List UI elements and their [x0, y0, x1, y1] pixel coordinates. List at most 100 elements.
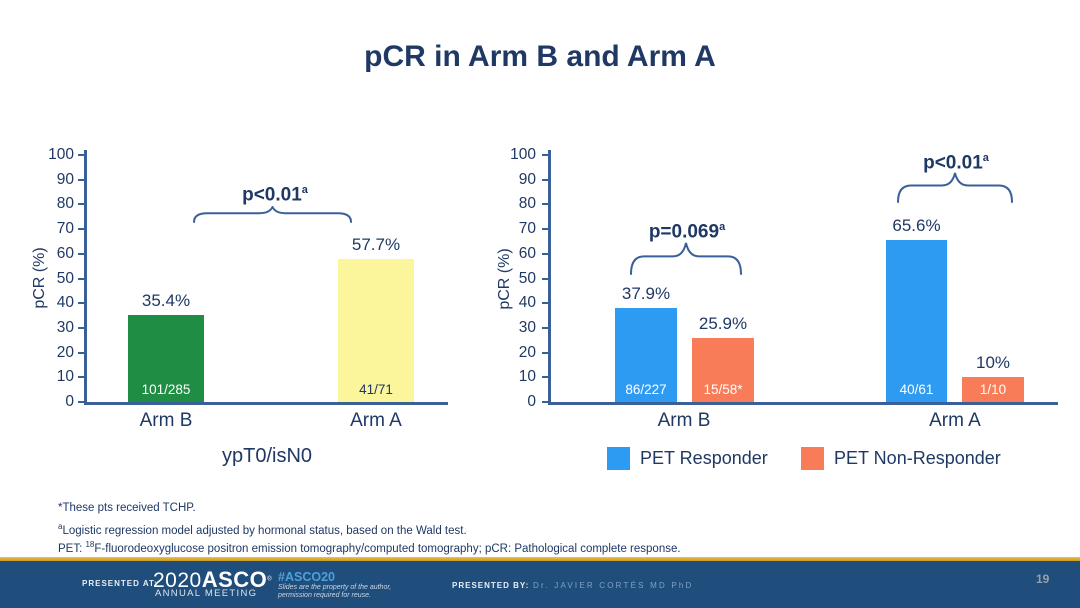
bar-count-label: 40/61 [899, 382, 934, 397]
y-tick-mark [78, 277, 84, 280]
y-tick-mark [78, 376, 84, 379]
bar-count-label: 101/285 [141, 382, 191, 397]
category-label: Arm B [657, 410, 711, 431]
gold-divider-line [0, 557, 1080, 561]
bar-value-label: 65.6% [892, 216, 941, 235]
y-tick-label: 20 [518, 343, 536, 361]
y-tick-label: 80 [56, 195, 74, 213]
category-label: Arm B [139, 410, 193, 431]
disclaimer-line-2: permission required for reuse. [278, 592, 371, 599]
presenter-name: Dr. JAVIER CORTÉS MD PhD [533, 581, 694, 590]
bar [692, 338, 754, 402]
y-tick-mark [542, 252, 548, 255]
footnote-text: PET: [58, 542, 86, 555]
p-value-superscript: a [301, 184, 308, 196]
significance-brace-left [193, 206, 352, 223]
legend-swatch-pet-responder [607, 447, 630, 470]
y-tick-mark [542, 351, 548, 354]
p-value-label-right-armb: p=0.069a [607, 217, 767, 242]
y-axis-line [548, 150, 551, 405]
page-number: 19 [1036, 572, 1050, 586]
y-tick-mark [542, 203, 548, 206]
x-axis-line [84, 402, 448, 405]
disclaimer-line-1: Slides are the property of the author, [278, 584, 392, 591]
y-tick-label: 100 [48, 146, 74, 163]
presented-by-label: PRESENTED BY: [452, 581, 530, 590]
y-tick-mark [542, 401, 548, 403]
footnote-text: F-fluorodeoxyglucose positron emission t… [94, 542, 681, 555]
p-value-superscript: a [982, 152, 989, 164]
y-tick-label: 60 [56, 244, 74, 262]
left-chart-caption: ypT0/isN0 [221, 445, 313, 467]
bar [128, 315, 204, 402]
footnote-tchp: *These pts received TCHP. [58, 502, 196, 514]
bar-value-label: 25.9% [698, 314, 748, 333]
logo-year: 2020 [153, 569, 202, 592]
y-tick-mark [78, 178, 84, 181]
category-label: Arm A [929, 410, 981, 431]
y-tick-mark [542, 376, 548, 379]
y-tick-label: 10 [518, 368, 536, 386]
x-axis-line [548, 402, 1058, 405]
bar [962, 377, 1024, 402]
y-tick-label: 0 [65, 393, 74, 410]
p-value-text: p=0.069 [648, 221, 720, 243]
y-tick-label: 30 [518, 318, 536, 336]
footnote-text: Logistic regression model adjusted by ho… [62, 524, 467, 537]
y-tick-mark [542, 277, 548, 280]
bar-value-label: 37.9% [621, 284, 671, 303]
y-tick-label: 20 [56, 343, 74, 361]
footnote-regression: aLogistic regression model adjusted by h… [58, 520, 467, 538]
y-tick-mark [542, 178, 548, 181]
y-tick-label: 100 [510, 146, 536, 163]
bar [886, 240, 947, 402]
y-tick-mark [78, 351, 84, 354]
asco-2020-logo: 2020ASCO® [153, 567, 272, 593]
y-tick-mark [78, 154, 84, 156]
slide-title: pCR in Arm B and Arm A [364, 40, 716, 73]
y-tick-mark [542, 302, 548, 305]
y-tick-label: 30 [56, 318, 74, 336]
y-tick-mark [542, 326, 548, 329]
y-axis-line [84, 150, 87, 405]
bar-count-label: 1/10 [979, 382, 1007, 397]
bar [615, 308, 677, 402]
footer-bar: PRESENTED AT: 2020ASCO® ANNUAL MEETING #… [0, 561, 1080, 608]
significance-brace-right-arma [897, 172, 1013, 203]
y-tick-label: 60 [518, 244, 536, 262]
bar [338, 259, 414, 402]
footnote-superscript: a [58, 522, 63, 531]
annual-meeting-label: ANNUAL MEETING [155, 588, 258, 599]
y-tick-mark [78, 401, 84, 403]
bar-value-label: 57.7% [351, 235, 401, 254]
legend-swatch-pet-non-responder [801, 447, 824, 470]
left-chart-y-axis-title: pCR (%) [31, 247, 48, 309]
y-tick-label: 50 [518, 269, 536, 287]
y-tick-mark [542, 228, 548, 231]
y-tick-label: 50 [56, 269, 74, 287]
p-value-text: p<0.01 [923, 152, 983, 174]
right-chart-y-axis-title: pCR (%) [496, 248, 513, 310]
y-tick-mark [78, 252, 84, 255]
legend-label-pet-non-responder: PET Non-Responder [834, 448, 1001, 468]
footnote-pet-definition: PET: 18F-fluorodeoxyglucose positron emi… [58, 538, 681, 556]
hashtag-label: #ASCO20 [278, 570, 335, 584]
y-tick-label: 70 [56, 220, 74, 238]
footnote-superscript: 18 [85, 540, 95, 549]
logo-name: ASCO [201, 567, 268, 592]
bar-value-label: 10% [975, 353, 1011, 372]
legend-label-pet-responder: PET Responder [640, 448, 768, 468]
p-value-superscript: a [719, 221, 726, 233]
significance-brace-right-armb [630, 242, 742, 275]
presented-at-label: PRESENTED AT: [82, 579, 158, 588]
p-value-text: p<0.01 [242, 184, 302, 206]
bar-count-label: 41/71 [359, 382, 393, 397]
y-tick-mark [78, 203, 84, 206]
p-value-label-right-arma: p<0.01a [876, 148, 1036, 173]
y-tick-label: 90 [518, 170, 536, 188]
y-tick-label: 70 [518, 220, 536, 238]
y-tick-mark [78, 302, 84, 305]
y-tick-mark [78, 326, 84, 329]
